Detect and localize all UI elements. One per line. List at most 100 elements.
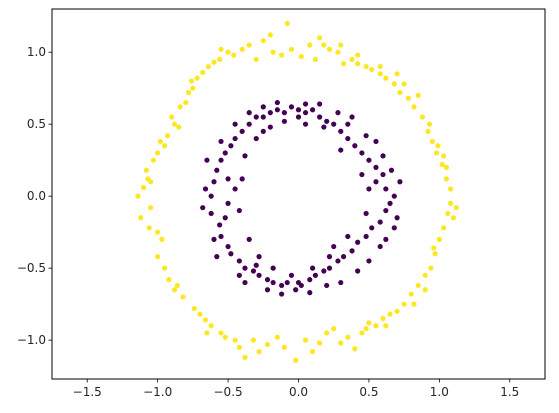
scatter-point-s0-88 (419, 114, 426, 120)
scatter-point-s0-71 (359, 330, 365, 336)
scatter-point-s1-108 (377, 243, 383, 250)
scatter-point-s1-105 (279, 291, 285, 297)
scatter-point-s0-113 (394, 71, 400, 77)
scatter-point-s1-107 (355, 268, 361, 274)
scatter-point-s1-100 (349, 114, 355, 120)
scatter-point-s1-53 (380, 171, 386, 178)
scatter-point-s0-123 (190, 85, 196, 91)
scatter-point-s1-86 (302, 101, 309, 107)
scatter-point-s0-36 (231, 52, 237, 58)
scatter-point-s0-8 (155, 150, 161, 156)
scatter-point-s0-97 (440, 225, 447, 231)
scatter-point-s1-25 (281, 110, 288, 116)
scatter-point-s0-93 (432, 251, 438, 257)
scatter-point-s1-119 (373, 179, 379, 185)
scatter-point-s0-5 (143, 167, 149, 173)
scatter-point-s1-33 (309, 107, 316, 113)
scatter-point-s0-106 (435, 143, 441, 149)
scatter-point-s0-42 (253, 56, 259, 62)
scatter-point-s1-42 (340, 254, 347, 260)
scatter-point-s1-65 (267, 124, 273, 130)
scatter-point-s0-108 (426, 121, 433, 127)
scatter-point-s0-14 (169, 114, 175, 120)
scatter-point-s1-32 (307, 277, 313, 283)
scatter-point-s1-114 (331, 243, 337, 250)
scatter-point-s0-67 (345, 334, 351, 340)
scatter-point-s1-75 (359, 171, 365, 178)
scatter-point-s0-111 (411, 301, 417, 307)
scatter-point-s1-3 (214, 167, 220, 173)
scatter-point-s1-26 (284, 279, 290, 286)
scatter-point-s1-117 (295, 114, 302, 120)
scatter-point-s0-20 (183, 99, 189, 106)
scatter-point-s0-110 (415, 92, 421, 98)
scatter-point-s0-74 (369, 66, 375, 73)
scatter-point-s0-104 (443, 164, 449, 170)
scatter-point-s0-119 (317, 35, 323, 41)
scatter-point-s1-78 (225, 176, 231, 182)
scatter-point-s0-4 (148, 205, 154, 211)
scatter-point-s0-41 (242, 354, 248, 360)
scatter-point-s1-106 (324, 282, 330, 289)
scatter-point-s0-95 (436, 236, 442, 242)
scatter-point-s1-112 (345, 121, 351, 127)
y-tick-label: 0.5 (27, 117, 46, 131)
scatter-point-s0-101 (448, 200, 454, 206)
scatter-point-s0-60 (321, 42, 327, 48)
scatter-point-s1-16 (250, 268, 257, 274)
scatter-point-s0-39 (236, 344, 242, 350)
plot-frame (51, 8, 546, 380)
scatter-point-s0-115 (377, 63, 383, 70)
scatter-point-s0-105 (440, 153, 447, 159)
x-tick-label: 1.0 (430, 385, 449, 399)
scatter-point-s0-12 (164, 133, 171, 139)
scatter-point-s1-15 (246, 121, 252, 127)
scatter-point-s0-54 (298, 53, 304, 60)
scatter-point-s1-22 (270, 279, 276, 286)
scatter-point-s1-69 (302, 121, 309, 127)
scatter-point-s0-91 (428, 265, 434, 271)
scatter-point-s0-87 (415, 282, 421, 289)
scatter-point-s1-83 (236, 272, 242, 278)
scatter-point-s0-11 (155, 254, 161, 260)
scatter-point-s1-17 (253, 114, 259, 120)
scatter-point-s1-50 (369, 225, 375, 231)
scatter-point-s0-85 (408, 291, 414, 297)
scatter-point-s0-23 (188, 78, 195, 84)
scatter-point-s0-81 (394, 308, 400, 314)
scatter-point-s0-66 (340, 61, 347, 67)
x-tick-label: −1.0 (143, 385, 172, 399)
scatter-point-s1-13 (239, 128, 245, 134)
scatter-point-s1-91 (366, 258, 372, 264)
scatter-point-s1-90 (363, 133, 369, 139)
scatter-point-s1-60 (232, 186, 238, 192)
scatter-point-s1-102 (388, 167, 395, 173)
scatter-point-s0-100 (448, 186, 454, 192)
scatter-point-s1-18 (256, 272, 262, 278)
scatter-point-s1-98 (274, 99, 280, 106)
scatter-point-s0-1 (140, 184, 147, 191)
scatter-point-s1-48 (363, 233, 369, 240)
scatter-point-s0-82 (397, 89, 403, 96)
scatter-point-s0-56 (307, 42, 313, 48)
scatter-point-s1-1 (211, 179, 217, 185)
scatter-point-s1-6 (218, 233, 224, 240)
scatter-point-s0-124 (171, 287, 178, 293)
scatter-point-s0-10 (159, 236, 165, 242)
scatter-point-s1-89 (338, 279, 344, 286)
scatter-point-s0-78 (383, 75, 389, 81)
scatter-point-s0-116 (363, 326, 369, 332)
scatter-point-s0-16 (176, 124, 182, 130)
scatter-point-s0-25 (191, 305, 197, 312)
scatter-point-s0-73 (366, 320, 372, 326)
scatter-point-s0-109 (422, 287, 428, 293)
points-layer (135, 20, 459, 363)
scatter-point-s1-66 (270, 265, 276, 271)
scatter-point-s0-102 (450, 215, 457, 221)
scatter-point-s0-114 (383, 323, 389, 329)
scatter-point-s0-51 (284, 20, 290, 26)
scatter-point-s1-77 (366, 186, 372, 192)
scatter-point-s0-44 (260, 38, 266, 44)
